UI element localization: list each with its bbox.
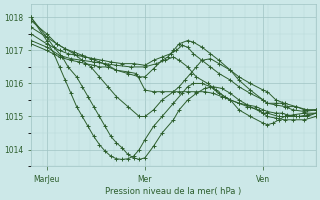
X-axis label: Pression niveau de la mer( hPa ): Pression niveau de la mer( hPa ) (105, 187, 242, 196)
